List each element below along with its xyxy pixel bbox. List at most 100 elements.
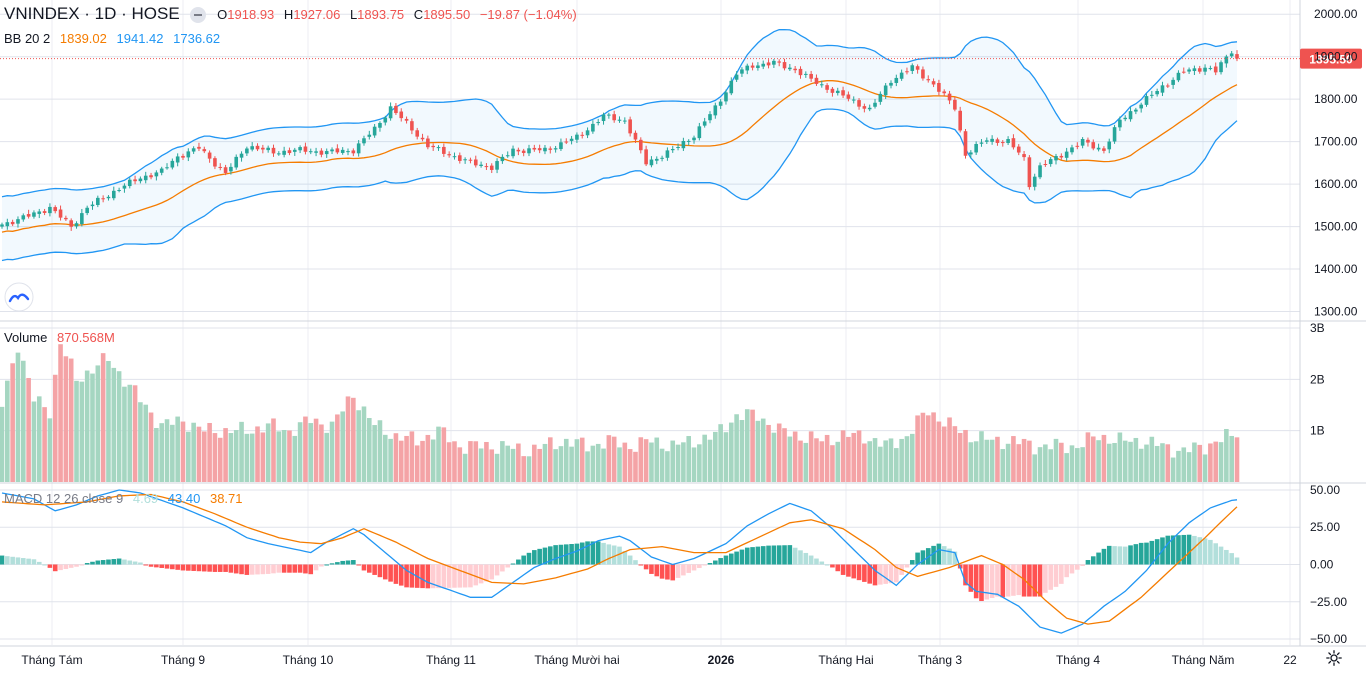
macd-hist-bar xyxy=(1213,543,1219,565)
candle-body xyxy=(69,220,74,227)
macd-legend[interactable]: MACD 12 26 close 9 4.69 43.40 38.71 xyxy=(4,491,249,506)
volume-bar xyxy=(713,431,718,482)
macd-hist-bar xyxy=(984,564,990,600)
candle-body xyxy=(197,146,201,149)
candle-body xyxy=(245,148,249,154)
candle-body xyxy=(857,100,861,107)
bb-legend[interactable]: BB 20 2 1839.02 1941.42 1736.62 xyxy=(4,31,226,46)
volume-bar xyxy=(798,440,803,482)
volume-bar xyxy=(441,427,447,482)
volume-bar xyxy=(244,433,250,482)
volume-bar xyxy=(255,426,260,482)
candle-body xyxy=(378,122,382,128)
volume-bar xyxy=(233,430,239,482)
volume-bar xyxy=(164,419,170,482)
gear-icon[interactable] xyxy=(1326,650,1342,666)
volume-bar xyxy=(196,426,202,482)
time-axis-label: Tháng 4 xyxy=(1056,653,1100,667)
macd-hist-bar xyxy=(606,544,612,565)
macd-hist-bar xyxy=(382,564,388,580)
candle-body xyxy=(548,148,553,150)
macd-hist-bar xyxy=(516,559,521,565)
volume-bar xyxy=(590,445,596,482)
macd-hist-bar xyxy=(58,564,63,571)
volume-bar xyxy=(111,367,117,482)
visibility-icon[interactable] xyxy=(190,6,207,23)
volume-bar xyxy=(627,449,633,482)
candle-body xyxy=(149,175,153,178)
candle-body xyxy=(1219,62,1223,73)
macd-hist-bar xyxy=(1229,553,1234,565)
volume-bar xyxy=(1197,444,1203,482)
candle-body xyxy=(873,102,877,107)
volume-bar xyxy=(744,409,750,482)
volume-bar xyxy=(42,407,47,482)
volume-bar xyxy=(388,438,393,482)
candle-body xyxy=(399,111,404,119)
candle-body xyxy=(990,138,994,142)
volume-bar xyxy=(771,432,777,482)
candle-body xyxy=(1150,94,1154,96)
volume-bar xyxy=(867,441,872,482)
volume-bar xyxy=(766,424,771,482)
macd-signal-value: 38.71 xyxy=(209,491,243,506)
macd-hist-bar xyxy=(888,564,894,584)
candles xyxy=(0,50,1239,231)
macd-hist-bar xyxy=(175,564,180,570)
volume-legend[interactable]: Volume 870.568M xyxy=(4,330,121,345)
volume-bar xyxy=(58,344,63,482)
candle-body xyxy=(623,120,627,122)
macd-hist-bar xyxy=(532,550,537,565)
macd-hist-bar xyxy=(494,564,500,576)
candle-body xyxy=(745,65,750,71)
tradingview-logo-icon[interactable] xyxy=(4,282,34,312)
volume-bar xyxy=(484,441,489,482)
volume-bar xyxy=(904,436,910,482)
volume-bar xyxy=(510,448,516,482)
volume-axis-label: 3B xyxy=(1310,321,1325,335)
candle-body xyxy=(617,119,622,121)
volume-bar xyxy=(473,441,479,482)
volume-bar xyxy=(138,402,143,482)
candle-body xyxy=(1000,142,1005,144)
symbol-title[interactable]: VNINDEX · 1D · HOSE xyxy=(4,4,180,23)
volume-bar xyxy=(271,418,276,482)
volume-bar xyxy=(494,453,500,482)
volume-bar xyxy=(702,434,707,482)
macd-hist-bar xyxy=(856,564,862,581)
volume-bar xyxy=(931,412,936,482)
volume-bar xyxy=(925,415,931,482)
candle-body xyxy=(601,114,606,122)
volume-label: Volume xyxy=(4,330,48,345)
volume-bar xyxy=(1229,435,1234,482)
volume-bar xyxy=(606,435,612,482)
macd-hist-bar xyxy=(1085,560,1091,565)
candle-body xyxy=(788,67,792,70)
volume-bar xyxy=(526,456,532,482)
macd-hist-bar xyxy=(154,564,159,568)
volume-bar xyxy=(840,430,846,482)
macd-hist-bar xyxy=(633,560,638,565)
candle-body xyxy=(85,207,89,214)
macd-hist-bar xyxy=(324,564,330,566)
macd-hist-bar xyxy=(1000,564,1006,598)
macd-hist-bar xyxy=(973,564,979,599)
volume-bar xyxy=(734,414,739,482)
macd-hist-bar xyxy=(814,558,819,565)
candle-body xyxy=(676,147,680,149)
macd-hist-bar xyxy=(1112,546,1117,565)
candle-body xyxy=(596,122,601,124)
macd-hist-bar xyxy=(1192,535,1197,565)
time-axis-label: Tháng 9 xyxy=(161,653,205,667)
macd-hist-bar xyxy=(500,564,505,572)
volume-bar xyxy=(574,439,580,482)
volume-bar xyxy=(1106,443,1112,482)
macd-hist-bar xyxy=(649,564,654,574)
candle-body xyxy=(282,150,286,155)
macd-hist-bar xyxy=(941,546,947,565)
time-axis-label: Tháng Tám xyxy=(21,653,82,667)
macd-hist-bar xyxy=(36,561,42,565)
candle-body xyxy=(969,152,973,155)
